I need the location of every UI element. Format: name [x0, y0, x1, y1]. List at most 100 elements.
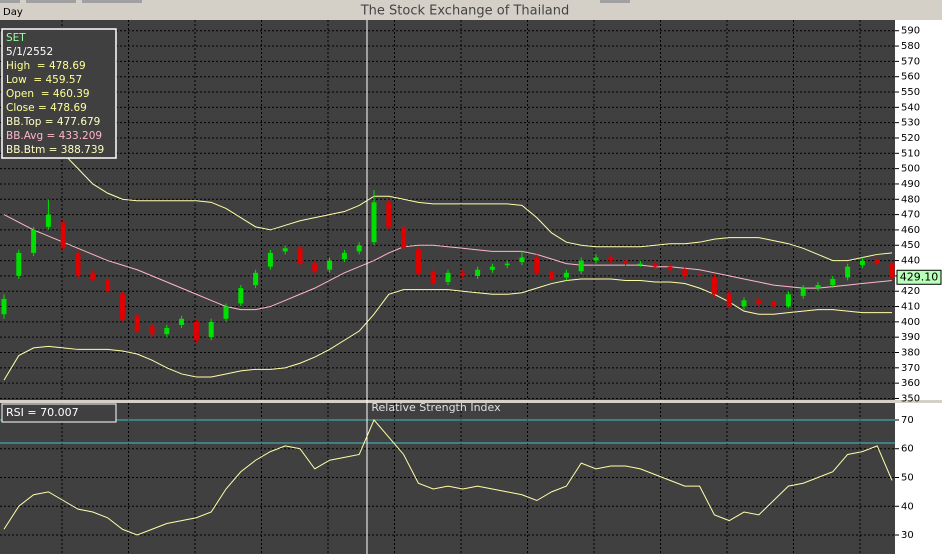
candle-body — [489, 266, 495, 270]
candle-body — [652, 263, 658, 267]
plot: 429.10 — [0, 106, 942, 536]
y-tick-label: 490 — [901, 179, 920, 190]
candle-body — [208, 321, 214, 338]
y-tick-label: 590 — [901, 26, 920, 37]
y-tick-label: 390 — [901, 332, 920, 343]
candle-body — [726, 292, 732, 307]
candle-body — [593, 257, 599, 261]
tab[interactable] — [0, 0, 20, 3]
y-tick-label: 410 — [901, 302, 920, 313]
y-tick-label: 30 — [901, 530, 914, 541]
tab[interactable] — [26, 0, 76, 3]
rsi-title: Relative Strength Index — [371, 401, 501, 414]
grid: 590 580 570 560 550 540 530 520 510 500 490 480 470 4… — [0, 20, 920, 554]
candle-body — [859, 260, 865, 266]
candle-body — [637, 263, 643, 265]
candle-body — [223, 306, 229, 319]
info-text: SET 5/1/2552 High = 478.69 Low = 459.57 Open… — [6, 32, 104, 156]
candle-body — [549, 271, 555, 279]
value-axis — [895, 20, 942, 554]
y-tick-label: 500 — [901, 164, 920, 175]
candle-body — [267, 252, 273, 267]
candle-body — [341, 252, 347, 260]
info-box — [1, 28, 117, 159]
info-line: BB.Top = 477.679 — [6, 116, 100, 128]
candle-body — [238, 288, 244, 304]
candle-body — [164, 327, 170, 335]
top-bar — [0, 0, 942, 20]
tab[interactable] — [600, 0, 630, 3]
candle-body — [519, 257, 525, 263]
y-tick-label: 60 — [901, 444, 914, 455]
candle-body — [105, 278, 111, 292]
info-line: BB.Avg = 433.209 — [6, 130, 102, 142]
candle-body — [578, 260, 584, 272]
candle-body — [193, 321, 199, 341]
candle-body — [460, 272, 466, 276]
candle-body — [371, 202, 377, 243]
info-line: Close = 478.69 — [6, 102, 87, 114]
y-tick-label: 450 — [901, 240, 920, 251]
candle-body — [149, 326, 155, 335]
info-line: SET — [6, 32, 26, 44]
candle-body — [356, 245, 362, 252]
y-tick-label: 460 — [901, 225, 920, 236]
y-tick-label: 440 — [901, 256, 920, 267]
candle-body — [31, 229, 37, 253]
period-label: Day — [3, 7, 23, 18]
info-line: BB.Btm = 388.739 — [6, 144, 104, 156]
candle-body — [134, 315, 140, 332]
candle-body — [415, 249, 421, 273]
rsi-label-box — [1, 403, 117, 423]
candle-body — [327, 260, 333, 270]
y-tick-label: 350 — [901, 393, 920, 404]
candle-body — [800, 288, 806, 296]
candle-body — [445, 272, 451, 283]
bollinger-band — [3, 278, 892, 381]
bollinger-band — [3, 214, 893, 311]
candle-body — [756, 300, 762, 304]
candle-body — [845, 266, 851, 278]
y-tick-label: 560 — [901, 72, 920, 83]
candle-body — [475, 269, 481, 276]
y-tick-label: 540 — [901, 102, 920, 113]
y-tick-label: 480 — [901, 194, 920, 205]
rsi-line — [3, 419, 893, 536]
y-tick-label: 70 — [901, 415, 914, 426]
y-tick-label: 50 — [901, 472, 914, 483]
candle-body — [815, 285, 821, 289]
candle-body — [874, 259, 880, 264]
candle-body — [297, 248, 303, 264]
candle-body — [45, 214, 51, 227]
candle-body — [90, 272, 96, 279]
rsi-panel — [0, 403, 895, 554]
candle-body — [741, 300, 747, 307]
candle-body — [682, 269, 688, 276]
price-tag-box — [896, 269, 942, 285]
y-tick-label: 550 — [901, 87, 920, 98]
rsi-label: RSI = 70.007 — [6, 406, 79, 419]
y-tick-label: 380 — [901, 348, 920, 359]
y-tick-label: 510 — [901, 148, 920, 159]
candle-body — [667, 266, 673, 270]
tab[interactable] — [82, 0, 142, 3]
y-tick-label: 40 — [901, 501, 914, 512]
candle-body — [312, 263, 318, 272]
y-tick-label: 360 — [901, 378, 920, 389]
candle-body — [386, 202, 392, 227]
y-tick-label: 420 — [901, 286, 920, 297]
y-tick-label: 580 — [901, 41, 920, 52]
candle-body — [608, 257, 614, 261]
candle-body — [697, 274, 703, 276]
y-tick-label: 400 — [901, 317, 920, 328]
y-tick-label: 370 — [901, 363, 920, 374]
candle-body — [179, 318, 185, 325]
chart-title: The Stock Exchange of Thailand — [360, 4, 570, 19]
candle-body — [830, 278, 836, 286]
info-line: 5/1/2552 — [6, 46, 53, 58]
candle-body — [1, 298, 7, 315]
y-tick-label: 530 — [901, 118, 920, 129]
candle-body — [623, 260, 629, 264]
candle-body — [534, 257, 540, 273]
candle-body — [711, 277, 717, 295]
